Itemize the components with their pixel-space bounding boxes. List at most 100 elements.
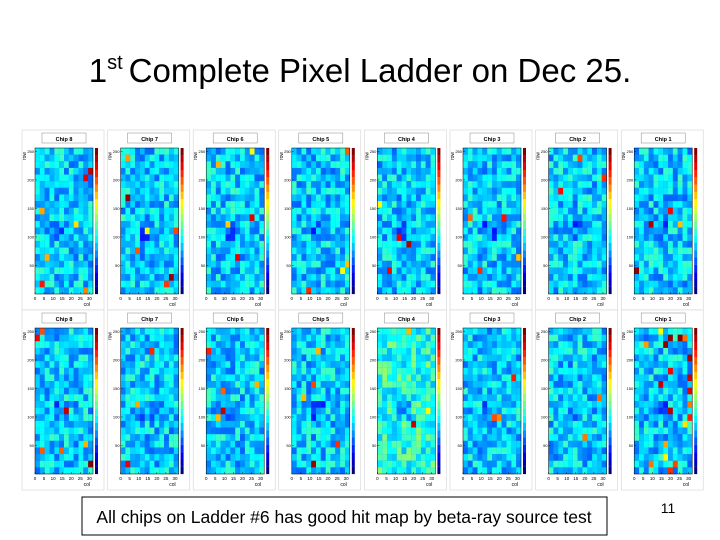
hit-cell (602, 388, 607, 395)
hit-cell (497, 228, 502, 235)
hit-cell (292, 355, 297, 362)
hit-cell (145, 221, 150, 228)
hit-cell (558, 214, 563, 221)
palette-cell (609, 386, 612, 393)
hit-cell (316, 175, 321, 182)
hit-cell (406, 355, 411, 362)
hit-cell (502, 428, 507, 435)
hit-cell (59, 341, 64, 348)
hit-cell (487, 441, 492, 448)
hit-cell (487, 348, 492, 355)
hit-cell (88, 328, 93, 335)
hit-cell (511, 335, 516, 342)
hit-cell (297, 447, 302, 454)
hit-cell (216, 461, 221, 468)
hit-cell (145, 461, 150, 468)
hit-cell (235, 374, 240, 381)
hit-cell (306, 381, 311, 388)
hit-cell (463, 188, 468, 195)
hit-cell (321, 388, 326, 395)
hit-cell (130, 221, 135, 228)
hit-cell (74, 328, 79, 335)
hit-cell (150, 454, 155, 461)
hit-cell (568, 168, 573, 175)
hit-cell (35, 348, 40, 355)
hit-cell (59, 394, 64, 401)
hit-cell (130, 355, 135, 362)
hit-cell (259, 248, 264, 255)
hit-cell (83, 388, 88, 395)
hit-cell (587, 408, 592, 415)
hit-cell (497, 155, 502, 162)
y-tick-label: 100 (627, 234, 634, 239)
hit-cell (211, 201, 216, 208)
hit-cell (568, 148, 573, 155)
hit-cell (216, 434, 221, 441)
hit-cell (387, 461, 392, 468)
hit-cell (88, 428, 93, 435)
hit-cell (678, 168, 683, 175)
hit-cell (497, 434, 502, 441)
hit-cell (211, 148, 216, 155)
hit-cell (50, 228, 55, 235)
hit-cell (245, 348, 250, 355)
hit-map-panel: Chip 350100150200250051015202530colrow (450, 310, 532, 490)
y-tick-label: 150 (627, 206, 634, 211)
hit-cell (211, 234, 216, 241)
hit-cell (169, 361, 174, 368)
hit-cell (164, 467, 169, 474)
hit-cell (240, 188, 245, 195)
hit-cell (64, 341, 69, 348)
hit-cell (83, 401, 88, 408)
hit-cell (240, 181, 245, 188)
hit-cell (426, 355, 431, 362)
hit-cell (411, 248, 416, 255)
hit-cell (492, 287, 497, 294)
hit-cell (135, 408, 140, 415)
hit-cell (502, 188, 507, 195)
hit-cell (382, 394, 387, 401)
hit-cell (592, 161, 597, 168)
hit-cell (411, 368, 416, 375)
hit-cell (482, 421, 487, 428)
hit-cell (240, 274, 245, 281)
hit-cell (511, 221, 516, 228)
hit-cell (121, 208, 126, 215)
hit-cell (663, 194, 668, 201)
hit-map-panel: Chip 450100150200250051015202530colrow (364, 130, 446, 310)
hit-cell (64, 287, 69, 294)
hit-cell (402, 188, 407, 195)
hit-cell (259, 175, 264, 182)
hit-cell (549, 361, 554, 368)
hit-cell (321, 175, 326, 182)
hit-cell (416, 467, 421, 474)
palette-cell (181, 335, 184, 342)
hit-cell (482, 221, 487, 228)
hit-cell (335, 441, 340, 448)
hit-cell (59, 181, 64, 188)
hit-cell (154, 348, 159, 355)
hit-cell (397, 161, 402, 168)
hit-cell (553, 148, 558, 155)
hit-cell (159, 441, 164, 448)
palette-cell (266, 438, 269, 445)
hit-cell (35, 441, 40, 448)
hit-cell (335, 248, 340, 255)
hit-cell (553, 421, 558, 428)
hit-cell (468, 361, 473, 368)
hit-cell (511, 161, 516, 168)
hit-cell (416, 254, 421, 261)
hit-cell (683, 361, 688, 368)
hit-cell (602, 428, 607, 435)
hit-cell (174, 414, 179, 421)
hit-cell (678, 234, 683, 241)
hit-cell (226, 394, 231, 401)
hit-cell (54, 155, 59, 162)
hit-cell (50, 408, 55, 415)
hit-cell (602, 201, 607, 208)
hit-cell (79, 274, 84, 281)
hit-cell (553, 368, 558, 375)
x-tick-label: 10 (479, 476, 485, 481)
hit-cell (678, 461, 683, 468)
hit-cell (426, 181, 431, 188)
